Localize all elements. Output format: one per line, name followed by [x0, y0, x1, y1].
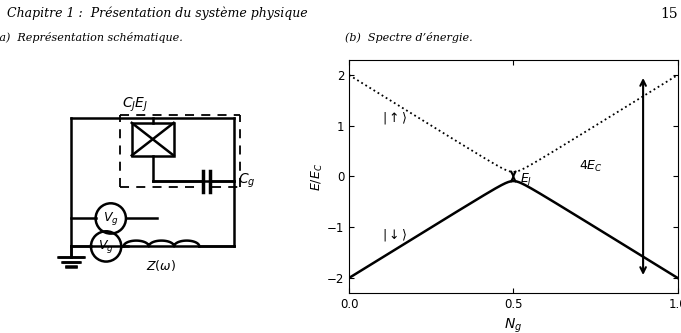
Text: (a)  Représentation schématique.: (a) Représentation schématique.	[0, 32, 183, 43]
Text: $V_g$: $V_g$	[98, 238, 114, 255]
Text: (b)  Spectre d’énergie.: (b) Spectre d’énergie.	[345, 32, 473, 43]
Text: $E_J$: $E_J$	[520, 170, 532, 187]
Bar	[131, 123, 174, 156]
Text: 15: 15	[660, 7, 678, 21]
Text: $4E_C$: $4E_C$	[579, 159, 603, 174]
Text: $|\downarrow\rangle$: $|\downarrow\rangle$	[382, 227, 407, 243]
Text: $V_g$: $V_g$	[103, 210, 118, 227]
Y-axis label: $E/E_C$: $E/E_C$	[311, 163, 326, 190]
X-axis label: $N_g$: $N_g$	[504, 316, 522, 333]
Text: Chapitre 1 :  Présentation du système physique: Chapitre 1 : Présentation du système phy…	[7, 7, 307, 20]
Text: $|\uparrow\rangle$: $|\uparrow\rangle$	[382, 110, 407, 126]
Text: $C_J E_J$: $C_J E_J$	[123, 95, 148, 114]
Text: $Z(\omega)$: $Z(\omega)$	[146, 258, 176, 273]
Text: $C_g$: $C_g$	[238, 172, 255, 190]
